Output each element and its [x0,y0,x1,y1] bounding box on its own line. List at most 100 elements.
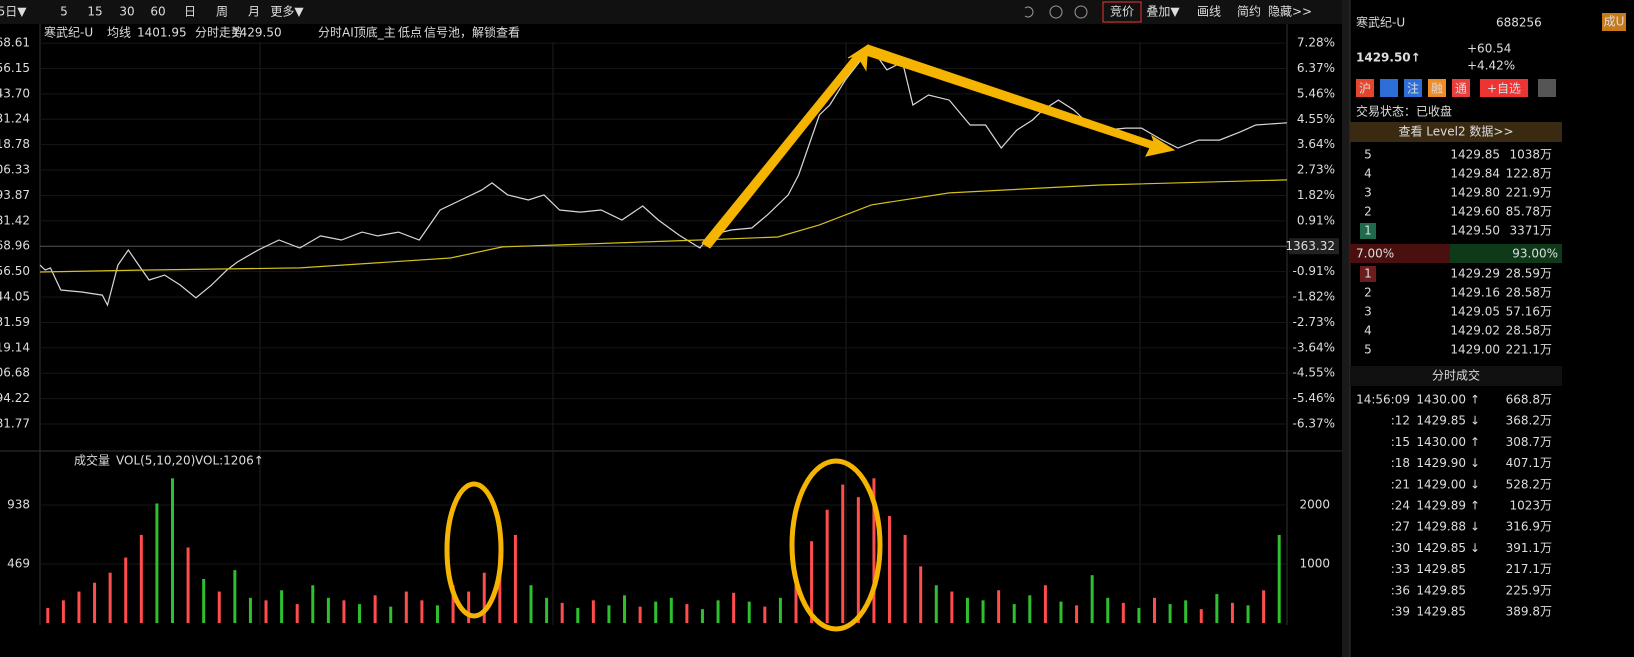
tag[interactable]: 通 [1455,82,1467,96]
action-tab[interactable]: 简约 [1237,4,1261,19]
trade-price: 1429.85 [1416,414,1466,428]
order-volume: 221.1万 [1506,343,1552,357]
y2-tick-label: 7.28% [1297,36,1335,50]
unlock[interactable]: 信号池，解锁查看 [424,25,520,40]
tag[interactable]: 注 [1407,81,1419,96]
quote-change-pct: +4.42% [1467,59,1515,73]
level: 3 [1364,186,1372,200]
action-tab[interactable]: 隐藏>> [1268,5,1312,19]
volume-bar [997,590,1001,623]
volume-bar [155,503,159,623]
period-tab[interactable]: 5日▼ [0,5,27,19]
trade-price: 1429.85 [1416,583,1466,597]
trade-volume: 391.1万 [1506,541,1552,555]
order-price: 1429.84 [1450,167,1500,181]
trade-direction: ↓ [1470,414,1480,428]
quote-change: +60.54 [1467,42,1511,56]
y-tick-label: 1331.59 [0,315,30,329]
volume-bar [638,606,642,623]
trade-time: :30 [1391,541,1410,555]
volume-bar [810,541,814,623]
volume-bar [61,600,65,623]
volume-bar [342,600,346,623]
y2-tick-label: 1.82% [1297,188,1335,202]
level: 1 [1364,224,1372,238]
period-tab[interactable]: 60 [150,5,165,19]
action-tab[interactable]: 画线 [1197,5,1221,19]
level2-link[interactable]: 查看 Level2 数据>> [1398,124,1513,139]
order-volume: 221.9万 [1506,186,1552,200]
order-price: 1429.29 [1450,267,1500,281]
action-tab[interactable]: 叠加▼ [1146,5,1180,19]
period-tab[interactable]: 周 [216,5,228,19]
trade-time: :39 [1391,605,1410,619]
period-tab[interactable]: 15 [87,5,102,19]
period-tab[interactable]: 日 [184,5,196,19]
bell-box[interactable] [1538,79,1556,97]
level: 3 [1364,305,1372,319]
period-tab[interactable]: 更多▼ [270,5,304,19]
tag[interactable]: 融 [1431,82,1443,96]
trade-price: 1429.85 [1416,562,1466,576]
volume-bar [467,591,471,623]
volume-bar [934,585,938,623]
trade-volume: 217.1万 [1506,562,1552,576]
trade-status: 交易状态：已收盘 [1356,104,1452,119]
trade-price: 1429.85 [1416,541,1466,555]
y2-tick-label: 0.91% [1297,213,1335,227]
badge-box [1602,13,1626,31]
avg-label: 均线 [107,26,131,40]
volume-bar [1090,575,1094,623]
volume-bar [794,585,798,623]
toolbar-icons[interactable] [1024,5,1088,19]
order-price: 1429.02 [1450,324,1500,338]
volume-bar [623,595,627,623]
volume-bar [888,516,892,623]
volume-bar [981,600,985,623]
action-tab[interactable]: 竞价 [1110,5,1134,19]
y-tick-label: 1356.50 [0,264,30,278]
period-tab[interactable]: 30 [119,5,134,19]
order-price: 1429.05 [1450,305,1500,319]
ratio-left-text: 7.00% [1356,247,1394,261]
trade-time: :15 [1391,435,1410,449]
volume-bar [919,566,923,623]
indicator[interactable]: 分时AI顶底_主 [318,25,396,40]
volume-bar [1028,595,1032,623]
tag[interactable]: 沪 [1359,82,1371,96]
tag-box [1428,79,1446,97]
volume-bar [93,582,97,623]
volume-bar [1137,607,1141,623]
volume-bar [1168,604,1172,623]
trade-price: 1429.85 [1416,605,1466,619]
level-box [1360,266,1376,282]
volume-bar [373,595,377,623]
low-point: 低点 [398,26,422,40]
volume-bar [576,607,580,623]
ratio-left [1350,244,1450,263]
trade-volume: 225.9万 [1506,583,1552,597]
volume-bar [1199,609,1203,623]
y-tick-label: 1431.24 [0,112,30,126]
level2-box[interactable] [1350,122,1562,142]
period-tab[interactable]: 月 [248,5,260,19]
volume-bar [545,597,549,623]
trade-direction: ↓ [1470,477,1480,491]
order-price: 1429.16 [1450,286,1500,300]
trade-volume: 668.8万 [1506,393,1552,407]
volume-bar [747,601,751,623]
order-volume: 57.16万 [1506,305,1552,319]
trend-value: 1429.50 [232,26,282,40]
y2-tick-label: 4.55% [1297,112,1335,126]
volume-bar [607,605,611,623]
y-tick-label: 1294.22 [0,391,30,405]
period-tab[interactable]: 5 [60,5,68,19]
volume-bar [451,585,455,623]
y-tick-label: 1456.15 [0,61,30,75]
watch-box[interactable] [1480,79,1528,97]
watch-button[interactable]: +自选 [1487,82,1521,96]
scrollbar [1342,0,1350,657]
trade-time: 14:56:09 [1356,393,1410,407]
volume-bar [1106,597,1110,623]
